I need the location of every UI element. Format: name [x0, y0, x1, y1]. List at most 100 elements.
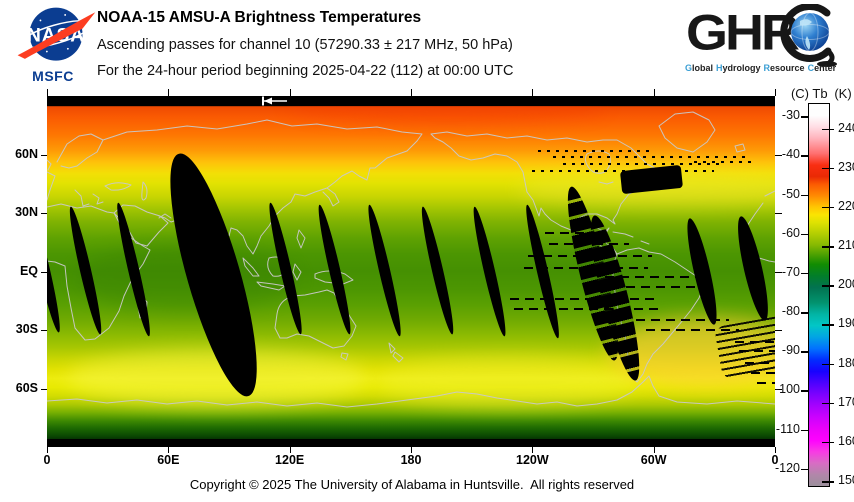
colorbar-tick: [822, 324, 834, 326]
colorbar-celsius-label: -100: [774, 382, 800, 397]
map-canvas: [47, 96, 775, 447]
latitude-tick-label: 60S: [15, 380, 38, 395]
colorbar-celsius-label: -30: [781, 108, 800, 123]
missing-scan-line: [538, 149, 654, 152]
colorbar-tick: [801, 194, 808, 196]
colorbar-tick: [801, 468, 808, 471]
latitude-tick-label: EQ: [19, 263, 38, 278]
colorbar-tick: [822, 402, 834, 405]
axis-tick: [41, 213, 47, 214]
latitude-tick-label: 60N: [15, 146, 38, 161]
colorbar-kelvin-label: 230: [838, 159, 854, 174]
missing-scan-line: [548, 243, 630, 246]
ghrc-globe-icon: [780, 4, 837, 67]
missing-scan-line: [528, 254, 652, 257]
axis-tick: [775, 213, 782, 214]
colorbar-celsius-label: -80: [781, 304, 800, 318]
nasa-logo: NASA MSFC: [10, 4, 96, 86]
longitude-tick-label: 0: [43, 453, 51, 467]
axis-tick: [41, 271, 47, 273]
colorbar-kelvin-label: 210: [838, 238, 854, 252]
header-titles: NOAA-15 AMSU-A Brightness Temperatures A…: [97, 8, 657, 79]
longitude-tick-label: 120E: [275, 453, 305, 467]
missing-scan-line: [514, 307, 662, 310]
colorbar-tick: [822, 481, 834, 483]
axis-tick: [775, 89, 776, 96]
colorbar-tick: [822, 363, 834, 365]
polar-gap-band-south: [47, 439, 775, 447]
subtitle-period: For the 24-hour period beginning 2025-04…: [97, 63, 514, 79]
colorbar-kelvin-label: 170: [838, 394, 854, 409]
colorbar-kelvin-label: 150: [838, 473, 854, 488]
tagline-word: Center: [807, 63, 837, 73]
tagline-word: Resource: [763, 63, 805, 73]
axis-tick: [532, 89, 534, 96]
colorbar-tick: [801, 390, 808, 392]
colorbar-kelvin-label: 190: [838, 316, 854, 331]
subtitle-channel: Ascending passes for channel 10 (57290.3…: [97, 36, 513, 53]
polar-gap-band-north: [47, 96, 775, 106]
colorbar-kelvin-label: 180: [838, 355, 854, 370]
colorbar-celsius-label: -40: [781, 147, 800, 162]
colorbar-kelvin-label: 220: [838, 198, 854, 213]
latitude-tick-label: 30N: [15, 205, 38, 219]
axis-tick: [47, 447, 48, 453]
colorbar-tick: [822, 285, 834, 287]
colorbar-kelvin-label: 200: [838, 277, 854, 292]
copyright-notice: Copyright © 2025 The University of Alaba…: [189, 477, 635, 492]
missing-scan-line: [605, 276, 707, 279]
axis-tick: [289, 89, 291, 96]
missing-scan-line: [688, 155, 749, 158]
colorbar: [808, 103, 830, 487]
axis-tick: [775, 388, 782, 390]
longitude-tick-label: 60W: [640, 453, 667, 467]
colorbar-celsius-label: -90: [781, 343, 800, 358]
colorbar-unit-tb: Tb: [812, 86, 828, 101]
colorbar-tick: [822, 206, 834, 209]
axis-tick: [41, 388, 47, 390]
colorbar-tick: [801, 312, 808, 314]
longitude-tick-label: 120W: [516, 453, 549, 467]
colorbar-unit-celsius: (C): [790, 86, 810, 101]
colorbar-tick: [801, 233, 808, 236]
missing-scan-line: [532, 170, 715, 173]
colorbar-tick: [801, 116, 808, 118]
colorbar-tick: [801, 351, 808, 353]
missing-scan-line: [635, 319, 729, 322]
nasa-insignia-icon: NASA: [17, 7, 96, 61]
missing-scan-line: [510, 297, 656, 300]
temperature-field: [47, 96, 775, 447]
msfc-label: MSFC: [32, 68, 74, 84]
colorbar-tick: [822, 128, 834, 130]
colorbar-tick: [801, 155, 808, 157]
coastlines-overlay: [47, 111, 775, 408]
ghrc-tagline: Global Hydrology Resource Center: [685, 63, 850, 73]
colorbar-tick: [801, 272, 808, 275]
axis-tick: [653, 89, 655, 96]
colorbar-kelvin-label: 160: [838, 433, 854, 448]
missing-scan-line: [524, 266, 648, 269]
missing-scan-line: [544, 231, 606, 234]
axis-tick: [532, 447, 534, 453]
missing-scan-line: [562, 163, 725, 166]
axis-tick: [168, 89, 170, 96]
axis-tick: [41, 154, 47, 156]
colorbar-celsius-label: -70: [781, 264, 800, 279]
axis-tick: [47, 89, 48, 96]
missing-scan-line: [552, 156, 719, 159]
axis-tick: [775, 330, 782, 331]
missing-scan-line: [694, 161, 755, 164]
missing-scan-line: [744, 362, 775, 365]
missing-scan-line: [756, 381, 775, 384]
colorbar-celsius-label: -50: [781, 186, 800, 201]
axis-tick: [41, 330, 47, 331]
axis-tick: [289, 447, 291, 453]
axis-tick: [775, 447, 776, 453]
axis-tick: [775, 271, 782, 273]
colorbar-kelvin-label: 240: [838, 120, 854, 135]
colorbar-celsius-label: -120: [774, 460, 800, 475]
tagline-word: Hydrology: [716, 63, 761, 73]
page-title: NOAA-15 AMSU-A Brightness Temperatures: [97, 9, 422, 26]
axis-tick: [168, 447, 170, 453]
